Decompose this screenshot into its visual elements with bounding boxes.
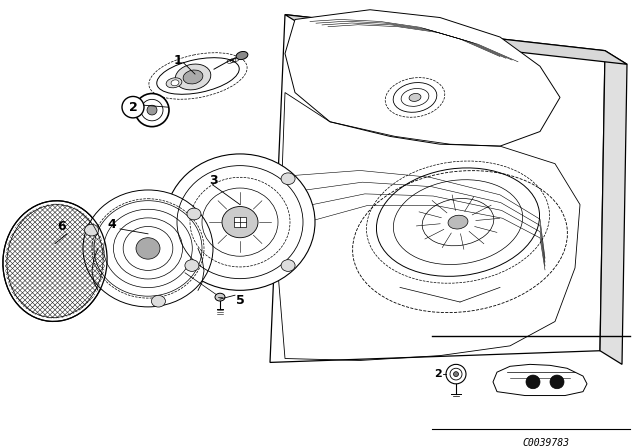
Text: 3: 3 bbox=[209, 174, 218, 187]
Ellipse shape bbox=[281, 260, 295, 271]
Ellipse shape bbox=[166, 78, 182, 88]
Ellipse shape bbox=[409, 94, 421, 101]
Text: 2: 2 bbox=[434, 369, 442, 379]
Ellipse shape bbox=[281, 173, 295, 185]
Text: 1: 1 bbox=[173, 54, 182, 67]
Ellipse shape bbox=[215, 293, 225, 301]
Circle shape bbox=[526, 375, 540, 389]
Circle shape bbox=[122, 96, 144, 118]
Ellipse shape bbox=[165, 154, 315, 290]
Polygon shape bbox=[285, 10, 560, 146]
Polygon shape bbox=[270, 15, 605, 362]
Ellipse shape bbox=[83, 190, 213, 307]
FancyBboxPatch shape bbox=[234, 217, 246, 227]
Text: C0039783: C0039783 bbox=[522, 439, 570, 448]
Polygon shape bbox=[600, 51, 627, 364]
Circle shape bbox=[454, 372, 458, 377]
Circle shape bbox=[135, 94, 169, 127]
Ellipse shape bbox=[183, 70, 203, 84]
Polygon shape bbox=[493, 364, 587, 396]
Polygon shape bbox=[285, 15, 627, 65]
Ellipse shape bbox=[136, 238, 160, 259]
Ellipse shape bbox=[393, 82, 437, 112]
Ellipse shape bbox=[185, 260, 199, 271]
Ellipse shape bbox=[376, 168, 540, 276]
Circle shape bbox=[550, 375, 564, 389]
Text: 2: 2 bbox=[129, 101, 138, 114]
Ellipse shape bbox=[187, 208, 201, 220]
Ellipse shape bbox=[448, 215, 468, 229]
Ellipse shape bbox=[175, 64, 211, 90]
Ellipse shape bbox=[152, 295, 165, 307]
Text: 6: 6 bbox=[58, 220, 67, 233]
Circle shape bbox=[147, 105, 157, 115]
Ellipse shape bbox=[157, 58, 239, 94]
Text: 5: 5 bbox=[236, 293, 244, 306]
Ellipse shape bbox=[401, 88, 429, 106]
Ellipse shape bbox=[171, 80, 179, 86]
Ellipse shape bbox=[236, 52, 248, 60]
Ellipse shape bbox=[3, 201, 107, 321]
Ellipse shape bbox=[3, 201, 107, 321]
Text: 4: 4 bbox=[108, 218, 116, 231]
Ellipse shape bbox=[222, 207, 258, 238]
Ellipse shape bbox=[84, 224, 99, 236]
Circle shape bbox=[446, 364, 466, 384]
